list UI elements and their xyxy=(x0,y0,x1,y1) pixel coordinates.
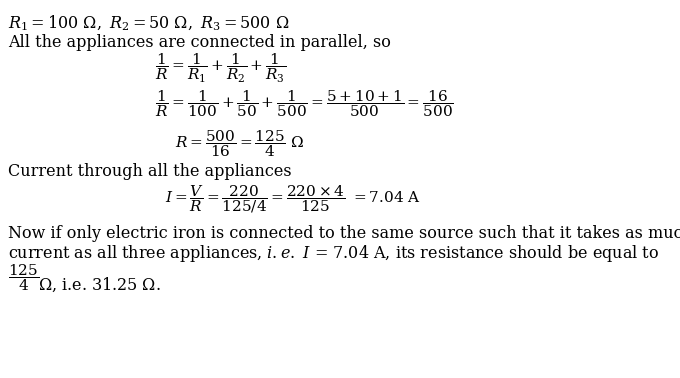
Text: $\dfrac{1}{R} = \dfrac{1}{100} + \dfrac{1}{50} + \dfrac{1}{500} = \dfrac{5 + 10 : $\dfrac{1}{R} = \dfrac{1}{100} + \dfrac{… xyxy=(155,88,454,119)
Text: $\Omega$, i.e. 31.25 $\Omega$.: $\Omega$, i.e. 31.25 $\Omega$. xyxy=(38,276,160,294)
Text: current as all three appliances, $i.e.\ I$ = 7.04 A, its resistance should be eq: current as all three appliances, $i.e.\ … xyxy=(8,243,659,264)
Text: $R = \dfrac{500}{16} = \dfrac{125}{4}\ \Omega$: $R = \dfrac{500}{16} = \dfrac{125}{4}\ \… xyxy=(175,128,305,159)
Text: All the appliances are connected in parallel, so: All the appliances are connected in para… xyxy=(8,34,391,51)
Text: $I = \dfrac{V}{R} = \dfrac{220}{125/4} = \dfrac{220 \times 4}{125}\ = 7.04\ \mat: $I = \dfrac{V}{R} = \dfrac{220}{125/4} =… xyxy=(165,183,421,215)
Text: Now if only electric iron is connected to the same source such that it takes as : Now if only electric iron is connected t… xyxy=(8,225,680,242)
Text: $R_1 = 100\ \Omega,\ R_2 = 50\ \Omega,\ R_3 = 500\ \Omega$: $R_1 = 100\ \Omega,\ R_2 = 50\ \Omega,\ … xyxy=(8,14,289,33)
Text: $\dfrac{1}{R} = \dfrac{1}{R_1} + \dfrac{1}{R_2} + \dfrac{1}{R_3}$: $\dfrac{1}{R} = \dfrac{1}{R_1} + \dfrac{… xyxy=(155,52,286,85)
Text: Current through all the appliances: Current through all the appliances xyxy=(8,163,292,180)
Text: $\dfrac{125}{4}$: $\dfrac{125}{4}$ xyxy=(8,262,39,293)
